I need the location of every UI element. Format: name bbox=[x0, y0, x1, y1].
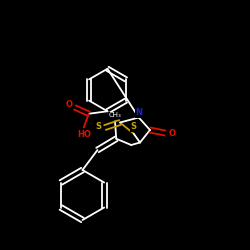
Text: O: O bbox=[168, 128, 175, 138]
Text: O: O bbox=[65, 100, 72, 110]
Text: N: N bbox=[135, 108, 142, 117]
Text: S: S bbox=[131, 122, 137, 131]
Text: CH₃: CH₃ bbox=[108, 112, 122, 118]
Text: S: S bbox=[95, 122, 101, 131]
Text: HO: HO bbox=[77, 130, 91, 139]
